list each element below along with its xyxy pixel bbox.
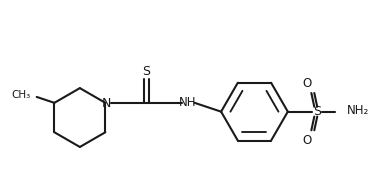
Text: NH₂: NH₂ xyxy=(347,104,369,117)
Text: N: N xyxy=(102,97,111,110)
Text: S: S xyxy=(313,105,321,118)
Text: S: S xyxy=(142,65,151,78)
Text: CH₃: CH₃ xyxy=(12,90,31,100)
Text: NH: NH xyxy=(179,96,196,109)
Text: O: O xyxy=(303,77,312,90)
Text: O: O xyxy=(303,134,312,147)
